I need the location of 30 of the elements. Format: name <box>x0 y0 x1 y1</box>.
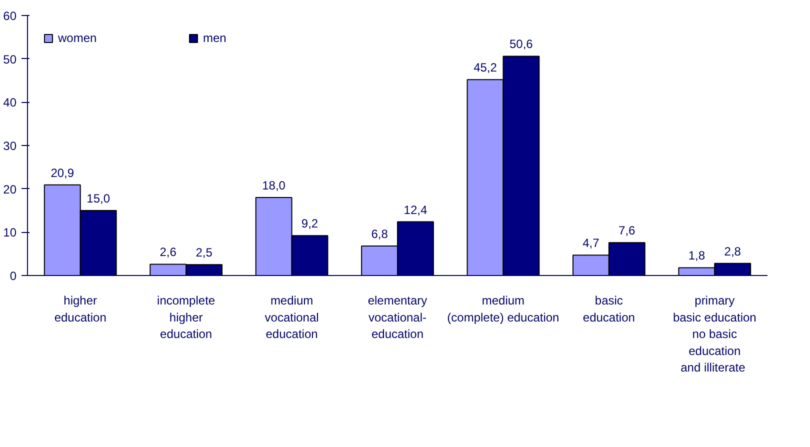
data-label: 20,9 <box>50 166 74 180</box>
y-tick-label: 50 <box>3 52 17 66</box>
x-tick-label: primary basic education no basic education and illiterate <box>672 294 756 375</box>
data-label: 2,5 <box>196 246 213 260</box>
x-tick-label: medium vocational education <box>264 294 319 342</box>
x-tick-label: basic education <box>582 294 635 324</box>
data-label: 2,8 <box>724 244 742 258</box>
y-tick-label: 20 <box>3 182 17 196</box>
x-tick-label: incomplete higher education <box>157 294 216 342</box>
legend-label: men <box>203 31 228 45</box>
data-label: 9,2 <box>301 216 318 231</box>
x-tick-label: elementary vocational- education <box>368 294 428 342</box>
y-tick-label: 60 <box>3 9 17 23</box>
x-tick-label: higher education <box>54 294 106 324</box>
data-label: 15,0 <box>86 192 110 206</box>
data-label: 45,2 <box>474 60 498 75</box>
data-label: 18,0 <box>262 178 286 192</box>
y-tick-label: 0 <box>10 269 17 283</box>
y-tick-label: 40 <box>3 96 17 110</box>
data-label: 6,8 <box>371 227 388 242</box>
y-tick-label: 10 <box>3 226 17 240</box>
data-label: 2,6 <box>160 245 177 260</box>
y-tick-label: 30 <box>3 139 17 153</box>
data-label: 1,8 <box>688 248 706 263</box>
data-label: 50,6 <box>510 37 534 52</box>
data-label: 12,4 <box>404 202 428 217</box>
legend-label: women <box>58 31 98 45</box>
x-tick-label: medium (complete) education <box>447 294 560 324</box>
data-label: 4,7 <box>582 236 600 250</box>
data-label: 7,6 <box>618 224 636 238</box>
